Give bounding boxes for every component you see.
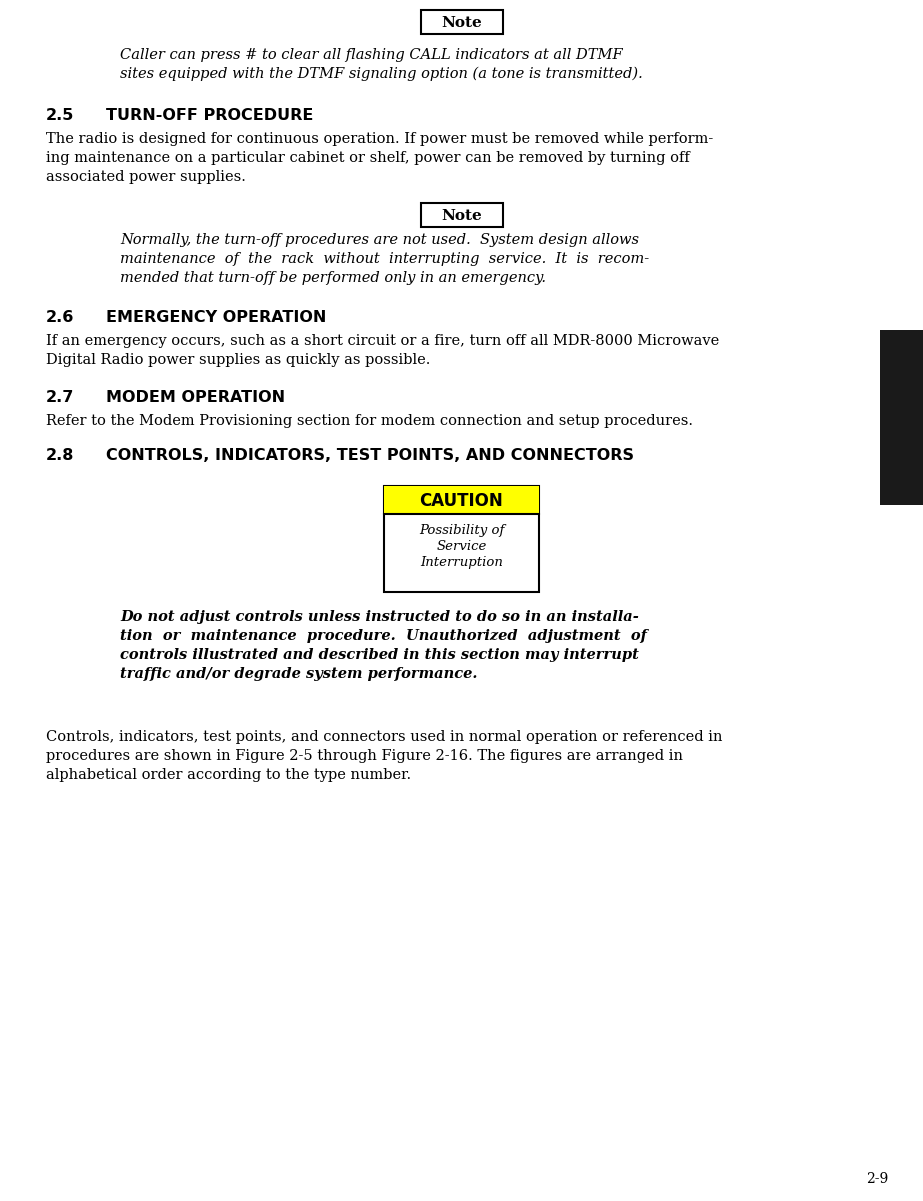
Text: If an emergency occurs, such as a short circuit or a fire, turn off all MDR-8000: If an emergency occurs, such as a short … — [46, 334, 719, 348]
Text: Do not adjust controls unless instructed to do so in an installa-: Do not adjust controls unless instructed… — [120, 610, 639, 625]
Text: CAUTION: CAUTION — [420, 492, 503, 510]
Text: procedures are shown in Figure 2-5 through Figure 2-16. The figures are arranged: procedures are shown in Figure 2-5 throu… — [46, 749, 683, 763]
Text: associated power supplies.: associated power supplies. — [46, 171, 246, 184]
Text: 2.7: 2.7 — [46, 390, 75, 405]
Text: Possibility of: Possibility of — [419, 524, 504, 537]
Text: Controls, indicators, test points, and connectors used in normal operation or re: Controls, indicators, test points, and c… — [46, 730, 723, 743]
Text: Note: Note — [441, 209, 482, 223]
Text: TURN-OFF PROCEDURE: TURN-OFF PROCEDURE — [106, 108, 314, 123]
Bar — [421, 10, 502, 34]
Text: sites equipped with the DTMF signaling option (a tone is transmitted).: sites equipped with the DTMF signaling o… — [120, 67, 642, 82]
Text: MODEM OPERATION: MODEM OPERATION — [106, 390, 285, 405]
Text: Caller can press # to clear all flashing CALL indicators at all DTMF: Caller can press # to clear all flashing… — [120, 48, 623, 62]
Text: The radio is designed for continuous operation. If power must be removed while p: The radio is designed for continuous ope… — [46, 132, 713, 147]
Text: 2.6: 2.6 — [46, 310, 75, 325]
Text: Digital Radio power supplies as quickly as possible.: Digital Radio power supplies as quickly … — [46, 353, 430, 368]
Text: Normally, the turn-off procedures are not used.  System design allows: Normally, the turn-off procedures are no… — [120, 233, 639, 247]
Text: alphabetical order according to the type number.: alphabetical order according to the type… — [46, 767, 411, 782]
Text: 2-9: 2-9 — [866, 1172, 888, 1187]
Text: mended that turn-off be performed only in an emergency.: mended that turn-off be performed only i… — [120, 271, 546, 285]
Text: EMERGENCY OPERATION: EMERGENCY OPERATION — [106, 310, 327, 325]
Text: maintenance  of  the  rack  without  interrupting  service.  It  is  recom-: maintenance of the rack without interrup… — [120, 252, 649, 265]
Text: CONTROLS, INDICATORS, TEST POINTS, AND CONNECTORS: CONTROLS, INDICATORS, TEST POINTS, AND C… — [106, 448, 634, 464]
Text: 2.5: 2.5 — [46, 108, 75, 123]
Text: 2.8: 2.8 — [46, 448, 75, 464]
Bar — [880, 330, 923, 504]
Bar — [384, 486, 539, 514]
Text: traffic and/or degrade system performance.: traffic and/or degrade system performanc… — [120, 667, 477, 681]
Bar — [421, 203, 502, 227]
Text: controls illustrated and described in this section may interrupt: controls illustrated and described in th… — [120, 649, 639, 662]
Text: tion  or  maintenance  procedure.  Unauthorized  adjustment  of: tion or maintenance procedure. Unauthori… — [120, 629, 647, 643]
Bar — [384, 486, 539, 592]
Text: Refer to the Modem Provisioning section for modem connection and setup procedure: Refer to the Modem Provisioning section … — [46, 414, 693, 428]
Text: Interruption: Interruption — [420, 556, 503, 569]
Text: Service: Service — [437, 540, 486, 552]
Text: ing maintenance on a particular cabinet or shelf, power can be removed by turnin: ing maintenance on a particular cabinet … — [46, 151, 689, 165]
Text: Note: Note — [441, 16, 482, 30]
